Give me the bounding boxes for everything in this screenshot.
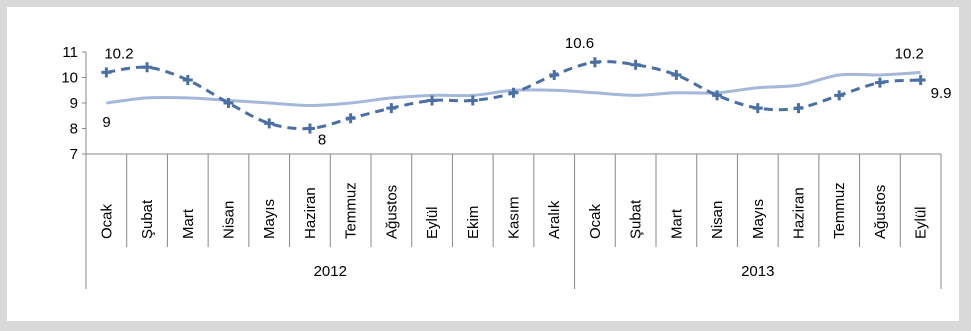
x-tick-label: Aralık (546, 200, 563, 239)
series-point-marker (467, 95, 478, 106)
y-tick-label: 10 (61, 70, 78, 87)
series-point-marker (264, 118, 275, 129)
group-label: 2012 (314, 263, 347, 280)
x-tick-label: Eylül (424, 206, 441, 239)
series-point-marker (671, 69, 682, 80)
data-label: 10.6 (565, 35, 594, 52)
series-point-marker (386, 103, 397, 114)
x-tick-label: Temmuz (831, 182, 848, 239)
series-point-marker (589, 57, 600, 68)
line-chart: 7 8 9 10 11 Ocak Şubat Mart Nisan Mayıs Haziran Tem… (61, 35, 952, 289)
x-tick-label: Temmuz (343, 182, 360, 239)
series-point-marker (508, 87, 519, 98)
series-point-marker (915, 75, 926, 86)
series-point-marker (874, 77, 885, 88)
series-point-marker (345, 113, 356, 124)
series-point-marker (427, 95, 438, 106)
x-tick-label: Mart (668, 208, 685, 239)
x-tick-label: Mart (180, 208, 197, 239)
x-tick-label: Ağustos (383, 185, 400, 239)
x-tick-label: Ocak (587, 203, 604, 239)
y-tick-label: 7 (70, 146, 78, 163)
x-tick-label: Kasım (506, 196, 523, 239)
x-tick-label: Ocak (98, 203, 115, 239)
data-label: 9.9 (931, 85, 952, 102)
data-label: 10.2 (104, 45, 133, 62)
data-label: 10.2 (895, 45, 924, 62)
data-label: 9 (102, 114, 110, 131)
x-tick-label: Mayıs (261, 199, 278, 239)
x-tick-label: Ağustos (872, 185, 889, 239)
series-point-marker (630, 59, 641, 70)
x-tick-label: Nisan (221, 201, 238, 239)
x-tick-label: Haziran (302, 187, 319, 239)
chart-panel: 7 8 9 10 11 Ocak Şubat Mart Nisan Mayıs Haziran Tem… (7, 7, 959, 321)
x-tick-label: Nisan (709, 201, 726, 239)
series-point-marker (712, 90, 723, 101)
y-tick-label: 9 (70, 95, 78, 112)
x-tick-label: Ekim (465, 206, 482, 239)
y-tick-label: 8 (70, 121, 78, 138)
x-tick-label: Şubat (628, 199, 645, 239)
series-point-marker (304, 123, 315, 134)
x-tick-label: Şubat (139, 199, 156, 239)
series-point-marker (549, 69, 560, 80)
x-tick-label: Mayıs (750, 199, 767, 239)
series-point-marker (752, 103, 763, 114)
y-tick-label: 11 (62, 44, 78, 61)
series-point-marker (834, 90, 845, 101)
x-tick-label: Haziran (791, 187, 808, 239)
series-point-marker (142, 62, 153, 73)
x-tick-label: Eylül (913, 206, 930, 239)
series-point-marker (101, 67, 112, 78)
group-label: 2013 (741, 263, 774, 280)
series-point-marker (223, 98, 234, 108)
series-point-marker (793, 103, 804, 114)
series-point-marker (182, 75, 193, 86)
data-label: 8 (318, 132, 326, 149)
